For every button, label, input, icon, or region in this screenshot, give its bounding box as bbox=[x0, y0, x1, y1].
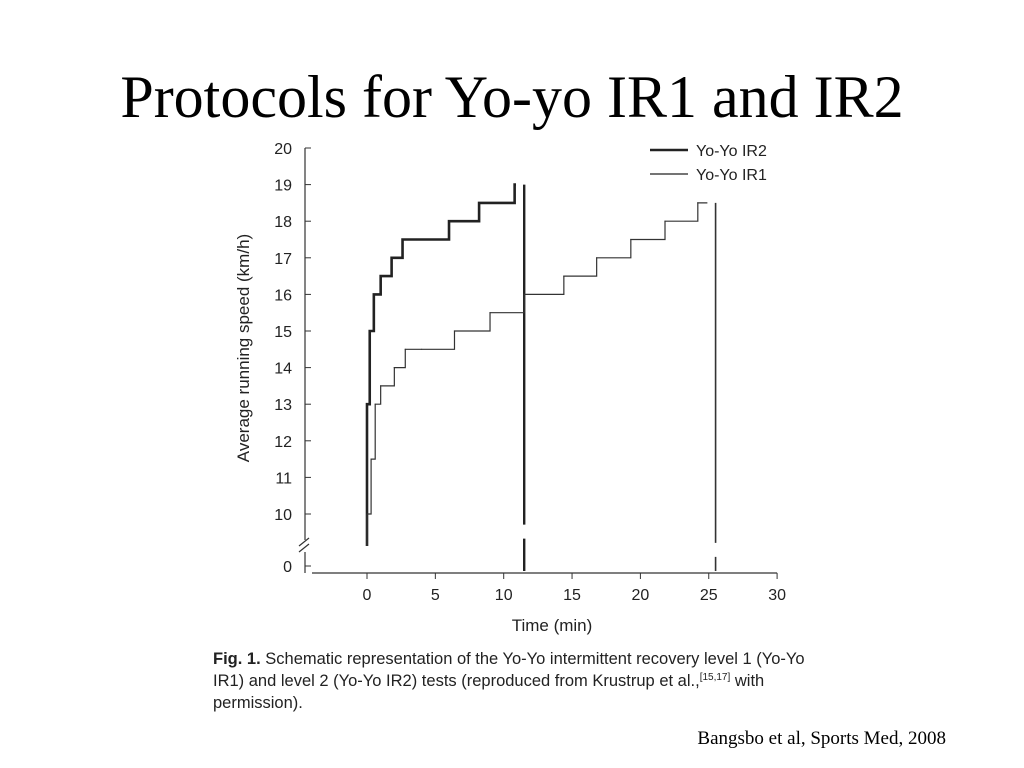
data-point bbox=[453, 330, 456, 332]
source-citation: Bangsbo et al, Sports Med, 2008 bbox=[697, 728, 946, 749]
figure-label: Fig. 1. bbox=[213, 650, 261, 668]
data-point bbox=[391, 257, 393, 259]
legend-label: Yo-Yo IR2 bbox=[696, 143, 767, 160]
x-axis-label: Time (min) bbox=[512, 616, 593, 635]
data-point bbox=[514, 184, 516, 186]
data-point bbox=[380, 275, 382, 277]
legend-label: Yo-Yo IR1 bbox=[696, 167, 767, 184]
figure-caption: Fig. 1. Schematic representation of the … bbox=[213, 648, 813, 714]
y-tick-label: 18 bbox=[274, 214, 292, 231]
data-point bbox=[415, 238, 417, 241]
axis-break-mark bbox=[298, 543, 310, 553]
caption-reference: [15,17] bbox=[699, 672, 731, 683]
data-point bbox=[370, 458, 372, 460]
data-point bbox=[380, 385, 382, 387]
running-speed-chart: 0 10 11 12 13 14 15 16 17 18 19 20 0 5 10 15 20 25 30 Yo-Y… bbox=[234, 141, 786, 635]
data-point bbox=[697, 202, 699, 204]
data-point bbox=[373, 293, 375, 295]
data-point bbox=[596, 257, 598, 259]
chart-ticks: 0 10 11 12 13 14 15 16 17 18 19 20 0 5 10 15 20 25 30 bbox=[274, 141, 786, 604]
data-point bbox=[404, 348, 406, 350]
y-tick-label: 17 bbox=[274, 251, 292, 268]
y-tick-label: 10 bbox=[274, 507, 292, 524]
y-axis-label: Average running speed (km/h) bbox=[234, 234, 253, 462]
slide-title: Protocols for Yo-yo IR1 and IR2 bbox=[120, 64, 904, 130]
axis-break-mark bbox=[298, 537, 310, 547]
data-point bbox=[563, 275, 565, 277]
data-point bbox=[366, 403, 368, 405]
series-yo-yo-ir1 bbox=[366, 202, 717, 571]
y-tick-label: 20 bbox=[274, 141, 292, 158]
data-point bbox=[366, 513, 368, 515]
x-tick-label: 20 bbox=[632, 587, 650, 604]
y-tick-label: 14 bbox=[274, 361, 292, 378]
x-tick-label: 0 bbox=[363, 587, 372, 604]
y-tick-label: 19 bbox=[274, 178, 292, 195]
data-point bbox=[448, 220, 450, 222]
y-tick-label: 16 bbox=[274, 287, 292, 304]
chart-legend: Yo-Yo IR2 Yo-Yo IR1 bbox=[650, 143, 767, 184]
series-yo-yo-ir2 bbox=[365, 183, 526, 571]
data-point bbox=[374, 403, 376, 405]
y-tick-label: 13 bbox=[274, 397, 292, 414]
data-point bbox=[523, 293, 525, 295]
caption-text-end: with permission). bbox=[213, 672, 765, 712]
data-point bbox=[489, 312, 491, 314]
series-line-yo-yo-ir1 bbox=[366, 202, 708, 546]
series-line-yo-yo-ir2 bbox=[365, 183, 517, 546]
x-tick-label: 15 bbox=[563, 587, 581, 604]
chart-series bbox=[365, 183, 717, 571]
y-tick-label: 0 bbox=[283, 559, 292, 576]
chart-axes bbox=[298, 148, 778, 574]
y-tick-label: 15 bbox=[274, 324, 292, 341]
data-point bbox=[401, 238, 404, 241]
data-point bbox=[478, 202, 480, 204]
x-tick-label: 5 bbox=[431, 587, 440, 604]
y-tick-label: 11 bbox=[275, 470, 292, 487]
data-point bbox=[369, 330, 371, 332]
data-point bbox=[664, 220, 666, 222]
data-point bbox=[393, 367, 395, 369]
data-point bbox=[421, 348, 423, 350]
data-point bbox=[630, 238, 632, 241]
x-tick-label: 25 bbox=[700, 587, 718, 604]
x-tick-label: 10 bbox=[495, 587, 513, 604]
caption-text: Schematic representation of the Yo-Yo in… bbox=[213, 650, 805, 690]
y-tick-label: 12 bbox=[274, 434, 292, 451]
x-tick-label: 30 bbox=[768, 587, 786, 604]
